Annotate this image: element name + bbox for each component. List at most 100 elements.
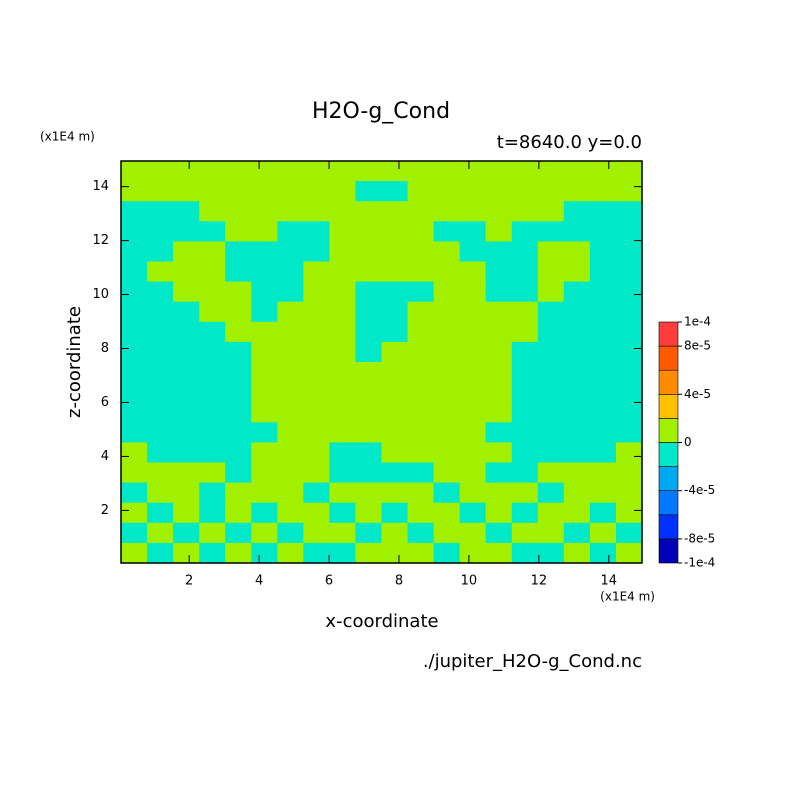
y-axis-label: z-coordinate — [64, 306, 85, 418]
contour-cell — [459, 301, 487, 323]
contour-cell — [589, 462, 617, 484]
contour-cell — [615, 181, 643, 202]
contour-cell — [511, 241, 539, 263]
plot-frame — [120, 160, 643, 564]
contour-cell — [433, 362, 461, 383]
contour-cell — [355, 281, 383, 303]
contour-cell — [121, 422, 148, 443]
contour-cell — [407, 442, 435, 464]
contour-cell — [303, 462, 330, 484]
contour-cell — [121, 522, 148, 544]
contour-cell — [199, 422, 226, 443]
contour-cell — [303, 221, 330, 242]
x-unit: (x1E4 m) — [600, 590, 655, 604]
contour-cell — [589, 261, 617, 283]
contour-cell — [537, 261, 565, 283]
contour-cell — [511, 422, 539, 443]
contour-cell — [121, 462, 148, 484]
contour-cell — [303, 201, 330, 222]
contour-cell — [433, 442, 461, 464]
contour-cell — [277, 281, 304, 303]
contour-cell — [381, 201, 409, 222]
contour-cell — [251, 241, 278, 263]
contour-cell — [459, 502, 487, 524]
contour-cell — [589, 241, 617, 263]
contour-cell — [381, 502, 409, 524]
contour-cell — [329, 161, 357, 182]
contour-cell — [589, 161, 617, 182]
contour-cell — [511, 542, 539, 564]
contour-cell — [511, 221, 539, 242]
contour-cell — [329, 402, 357, 423]
contour-cell — [329, 442, 357, 464]
contour-cell — [615, 542, 643, 564]
contour-cell — [199, 241, 226, 263]
contour-cell — [459, 542, 487, 564]
contour-cell — [589, 542, 617, 564]
contour-cell — [147, 422, 174, 443]
y-tick-label: 6 — [101, 395, 109, 410]
contour-cell — [433, 422, 461, 443]
contour-cell — [173, 161, 200, 182]
contour-cell — [225, 422, 252, 443]
contour-cell — [277, 261, 304, 283]
contour-cell — [589, 201, 617, 222]
contour-cell — [303, 542, 330, 564]
contour-cell — [485, 362, 513, 383]
contour-cell — [277, 382, 304, 403]
contour-cell — [537, 321, 565, 343]
contour-cell — [537, 281, 565, 303]
contour-cell — [277, 341, 304, 363]
contour-cell — [381, 261, 409, 283]
contour-cell — [199, 522, 226, 544]
contour-cell — [199, 301, 226, 323]
contour-cell — [537, 161, 565, 182]
colorbar-tick-label: 0 — [684, 435, 692, 449]
contour-cell — [615, 362, 643, 383]
contour-cell — [225, 522, 252, 544]
contour-cell — [563, 261, 591, 283]
contour-cell — [537, 301, 565, 323]
contour-cell — [199, 462, 226, 484]
contour-cell — [433, 462, 461, 484]
contour-cell — [563, 382, 591, 403]
contour-cell — [563, 442, 591, 464]
contour-cell — [277, 241, 304, 263]
contour-cell — [355, 402, 383, 423]
contour-cell — [251, 542, 278, 564]
contour-cell — [511, 201, 539, 222]
contour-cell — [329, 241, 357, 263]
contour-cell — [251, 261, 278, 283]
contour-cell — [329, 261, 357, 283]
contour-cell — [277, 502, 304, 524]
contour-cell — [147, 402, 174, 423]
contour-cell — [121, 201, 148, 222]
contour-cell — [459, 201, 487, 222]
contour-cell — [485, 281, 513, 303]
contour-cell — [511, 382, 539, 403]
contour-cell — [173, 281, 200, 303]
contour-cell — [225, 201, 252, 222]
contour-cell — [225, 301, 252, 323]
contour-cell — [589, 362, 617, 383]
x-tick-label: 12 — [531, 574, 548, 589]
contour-cell — [511, 341, 539, 363]
contour-cell — [199, 261, 226, 283]
contour-cell — [355, 301, 383, 323]
y-tick-label: 4 — [101, 449, 109, 464]
contour-cell — [381, 462, 409, 484]
contour-cell — [303, 321, 330, 343]
contour-cell — [537, 382, 565, 403]
contour-cell — [381, 341, 409, 363]
contour-cell — [173, 542, 200, 564]
contour-cell — [355, 321, 383, 343]
contour-cell — [433, 201, 461, 222]
contour-cell — [615, 281, 643, 303]
contour-cell — [199, 502, 226, 524]
contour-cell — [329, 522, 357, 544]
contour-cell — [225, 542, 252, 564]
contour-cell — [225, 261, 252, 283]
contour-cell — [173, 221, 200, 242]
contour-cell — [329, 201, 357, 222]
contour-cell — [537, 482, 565, 504]
